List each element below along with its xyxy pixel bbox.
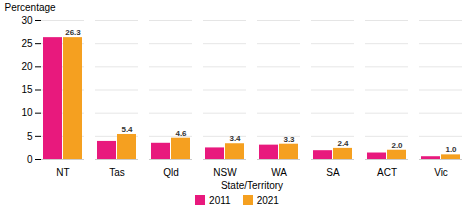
svg-text:25: 25 bbox=[21, 38, 33, 49]
svg-text:NSW: NSW bbox=[213, 167, 237, 178]
svg-text:5.4: 5.4 bbox=[121, 125, 133, 134]
svg-text:NT: NT bbox=[56, 167, 69, 178]
svg-text:ACT: ACT bbox=[377, 167, 397, 178]
svg-text:Qld: Qld bbox=[163, 167, 179, 178]
html-text:2021: 2021 bbox=[256, 194, 279, 206]
svg-text:Tas: Tas bbox=[109, 167, 125, 178]
svg-text:4.6: 4.6 bbox=[175, 129, 187, 138]
svg-text:SA: SA bbox=[326, 167, 340, 178]
svg-text:Vic: Vic bbox=[434, 167, 448, 178]
svg-text:0: 0 bbox=[27, 154, 33, 165]
svg-text:2.4: 2.4 bbox=[337, 139, 349, 148]
svg-text:3.4: 3.4 bbox=[229, 134, 241, 143]
svg-text:State/Territory: State/Territory bbox=[221, 180, 283, 191]
svg-text:3.3: 3.3 bbox=[283, 135, 295, 144]
svg-text:WA: WA bbox=[271, 167, 287, 178]
svg-text:Percentage: Percentage bbox=[5, 2, 57, 13]
svg-text:26.3: 26.3 bbox=[65, 28, 81, 37]
html-text:2011: 2011 bbox=[209, 194, 231, 206]
svg-text:5: 5 bbox=[27, 131, 33, 142]
svg-text:10: 10 bbox=[21, 107, 33, 118]
svg-text:2.0: 2.0 bbox=[391, 141, 403, 150]
svg-text:20: 20 bbox=[21, 61, 33, 72]
svg-text:1.0: 1.0 bbox=[445, 145, 457, 154]
svg-text:30: 30 bbox=[21, 15, 33, 26]
svg-text:15: 15 bbox=[21, 84, 33, 95]
